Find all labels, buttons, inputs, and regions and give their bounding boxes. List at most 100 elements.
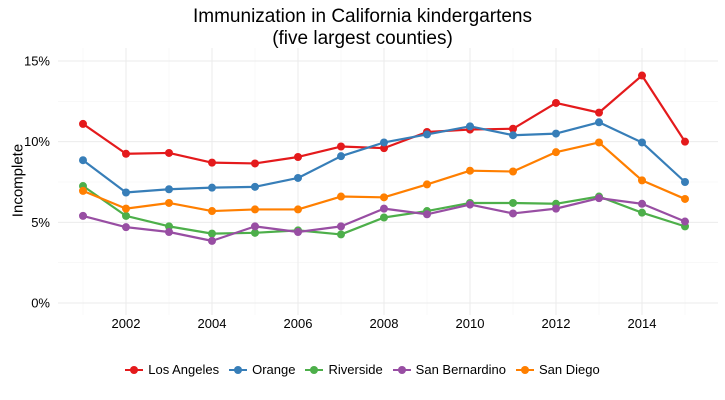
y-axis-ticks: 0% 5% 10% 15% bbox=[24, 54, 50, 311]
data-point-san-diego bbox=[552, 148, 560, 157]
data-point-orange bbox=[294, 173, 302, 182]
data-point-san-diego bbox=[208, 207, 216, 216]
data-point-orange bbox=[380, 138, 388, 147]
data-point-san-diego bbox=[79, 186, 87, 195]
data-point-san-diego bbox=[380, 193, 388, 202]
data-point-riverside bbox=[122, 211, 130, 220]
legend-key-san-bernardino bbox=[392, 364, 411, 376]
data-point-riverside bbox=[509, 198, 517, 207]
data-point-riverside bbox=[337, 230, 345, 239]
data-point-san-bernardino bbox=[294, 228, 302, 237]
data-point-san-bernardino bbox=[337, 222, 345, 231]
data-point-san-bernardino bbox=[79, 211, 87, 220]
data-point-san-diego bbox=[466, 166, 474, 175]
data-point-orange bbox=[165, 185, 173, 194]
legend-item-san-bernardino: San Bernardino bbox=[392, 362, 507, 377]
data-point-orange bbox=[509, 131, 517, 140]
data-point-san-diego bbox=[294, 205, 302, 214]
legend-key-riverside bbox=[305, 364, 324, 376]
legend-label: Los Angeles bbox=[148, 362, 220, 377]
legend-key-orange bbox=[229, 364, 248, 376]
legend-key-los-angeles bbox=[125, 364, 144, 376]
data-point-san-bernardino bbox=[208, 236, 216, 245]
data-point-orange bbox=[79, 156, 87, 165]
data-point-san-bernardino bbox=[251, 222, 259, 231]
data-point-los-angeles bbox=[595, 108, 603, 117]
data-point-los-angeles bbox=[337, 142, 345, 151]
data-point-orange bbox=[552, 129, 560, 138]
data-point-orange bbox=[337, 152, 345, 161]
x-tick-label: 2010 bbox=[456, 316, 485, 331]
data-point-riverside bbox=[380, 213, 388, 222]
x-tick-label: 2008 bbox=[370, 316, 399, 331]
data-point-san-diego bbox=[337, 192, 345, 201]
chart-subtitle: (five largest counties) bbox=[272, 28, 453, 49]
data-point-los-angeles bbox=[165, 148, 173, 157]
y-tick-label: 5% bbox=[31, 215, 50, 230]
data-point-san-bernardino bbox=[681, 217, 689, 226]
data-point-orange bbox=[122, 188, 130, 197]
data-point-san-bernardino bbox=[423, 210, 431, 219]
x-tick-label: 2014 bbox=[628, 316, 657, 331]
data-point-san-diego bbox=[251, 205, 259, 214]
data-point-los-angeles bbox=[122, 149, 130, 158]
y-tick-label: 0% bbox=[31, 296, 50, 311]
legend-key-san-diego bbox=[516, 364, 535, 376]
legend-label: San Bernardino bbox=[415, 362, 507, 377]
data-point-san-bernardino bbox=[122, 223, 130, 232]
x-tick-label: 2002 bbox=[112, 316, 141, 331]
data-point-riverside bbox=[251, 228, 259, 237]
legend-item-san-diego: San Diego bbox=[516, 362, 600, 377]
data-point-san-diego bbox=[165, 198, 173, 207]
data-point-san-bernardino bbox=[466, 200, 474, 209]
data-point-los-angeles bbox=[294, 152, 302, 161]
data-point-san-bernardino bbox=[509, 209, 517, 218]
x-axis-ticks: 2002 2004 2006 2008 2010 2012 2014 bbox=[112, 316, 657, 331]
data-point-san-bernardino bbox=[638, 199, 646, 208]
legend-label: Riverside bbox=[328, 362, 383, 377]
x-tick-label: 2006 bbox=[284, 316, 313, 331]
data-point-riverside bbox=[638, 208, 646, 217]
data-point-orange bbox=[681, 178, 689, 186]
data-point-orange bbox=[595, 118, 603, 127]
data-point-los-angeles bbox=[208, 158, 216, 167]
data-point-san-bernardino bbox=[595, 194, 603, 203]
data-point-san-bernardino bbox=[165, 228, 173, 237]
data-point-san-diego bbox=[122, 204, 130, 213]
data-point-los-angeles bbox=[681, 137, 689, 146]
x-tick-label: 2004 bbox=[198, 316, 227, 331]
grid bbox=[58, 48, 718, 315]
legend: Los Angeles Orange Riverside San Bernardino… bbox=[0, 362, 725, 377]
y-tick-label: 15% bbox=[24, 54, 50, 69]
data-point-san-diego bbox=[595, 138, 603, 147]
data-point-los-angeles bbox=[552, 98, 560, 107]
series-lines bbox=[79, 71, 689, 245]
data-point-san-bernardino bbox=[380, 204, 388, 213]
legend-item-orange: Orange bbox=[229, 362, 295, 377]
data-point-riverside bbox=[208, 229, 216, 238]
data-point-san-diego bbox=[509, 167, 517, 176]
legend-label: Orange bbox=[252, 362, 296, 377]
data-point-san-diego bbox=[681, 194, 689, 203]
legend-item-riverside: Riverside bbox=[305, 362, 383, 377]
data-point-san-diego bbox=[423, 180, 431, 189]
data-point-los-angeles bbox=[638, 71, 646, 80]
legend-item-los-angeles: Los Angeles bbox=[125, 362, 219, 377]
data-point-los-angeles bbox=[79, 119, 87, 128]
y-tick-label: 10% bbox=[24, 134, 50, 149]
data-point-orange bbox=[638, 138, 646, 147]
legend-label: San Diego bbox=[539, 362, 600, 377]
data-point-los-angeles bbox=[251, 159, 259, 168]
data-point-san-bernardino bbox=[552, 204, 560, 213]
x-tick-label: 2012 bbox=[542, 316, 571, 331]
data-point-riverside bbox=[165, 222, 173, 231]
data-point-los-angeles bbox=[380, 144, 388, 153]
data-point-orange bbox=[466, 122, 474, 131]
data-point-san-diego bbox=[638, 176, 646, 185]
data-point-orange bbox=[208, 183, 216, 192]
data-point-los-angeles bbox=[509, 124, 517, 133]
chart-title: Immunization in California kindergartens bbox=[193, 6, 532, 27]
data-point-orange bbox=[423, 130, 431, 139]
data-point-orange bbox=[251, 182, 259, 191]
